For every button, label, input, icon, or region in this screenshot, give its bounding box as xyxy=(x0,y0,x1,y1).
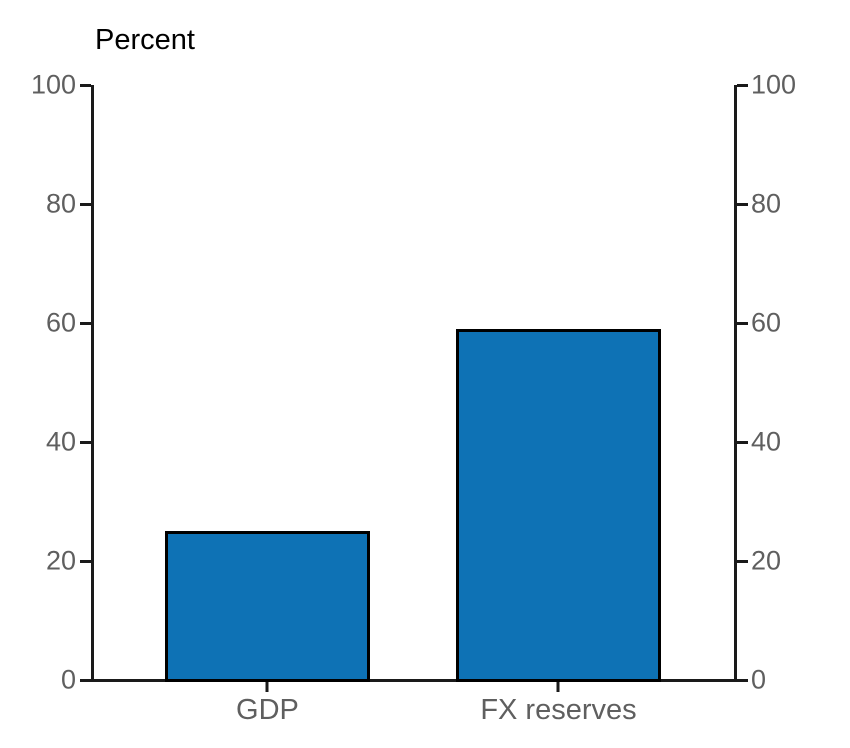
x-category-label: FX reserves xyxy=(480,694,637,726)
y-tick-left xyxy=(79,440,91,444)
y-tick-label-left: 0 xyxy=(60,664,76,695)
x-tick xyxy=(265,681,269,692)
y-tick-label-left: 20 xyxy=(45,545,76,576)
y-tick-right xyxy=(736,83,748,87)
y-tick-left xyxy=(79,559,91,563)
y-tick-right xyxy=(736,321,748,325)
y-axis-left xyxy=(90,85,94,682)
y-tick-label-right: 20 xyxy=(751,545,782,576)
y-tick-right xyxy=(736,202,748,206)
y-tick-left xyxy=(79,321,91,325)
y-tick-label-left: 80 xyxy=(45,188,76,219)
x-axis xyxy=(79,678,748,682)
y-tick-left xyxy=(79,83,91,87)
y-tick-right xyxy=(736,678,748,682)
y-tick-label-right: 40 xyxy=(751,426,782,457)
y-tick-label-right: 0 xyxy=(751,664,767,695)
x-tick xyxy=(556,681,560,692)
y-tick-label-right: 60 xyxy=(751,307,782,338)
y-tick-left xyxy=(79,202,91,206)
y-tick-left xyxy=(79,678,91,682)
bar-fx-reserves xyxy=(455,328,661,682)
y-tick-right xyxy=(736,440,748,444)
y-tick-right xyxy=(736,559,748,563)
bar-gdp xyxy=(164,531,370,682)
y-axis-right xyxy=(733,85,737,682)
y-tick-label-right: 80 xyxy=(751,188,782,219)
y-axis-unit-label: Percent xyxy=(95,24,195,56)
y-tick-label-right: 100 xyxy=(751,69,797,100)
y-tick-label-left: 100 xyxy=(30,69,76,100)
plot-area: 0 0 20 20 40 40 60 60 80 80 100 100 GDP FX reserves xyxy=(31,70,796,727)
x-category-label: GDP xyxy=(236,694,299,726)
y-tick-label-left: 40 xyxy=(45,426,76,457)
y-tick-label-left: 60 xyxy=(45,307,76,338)
